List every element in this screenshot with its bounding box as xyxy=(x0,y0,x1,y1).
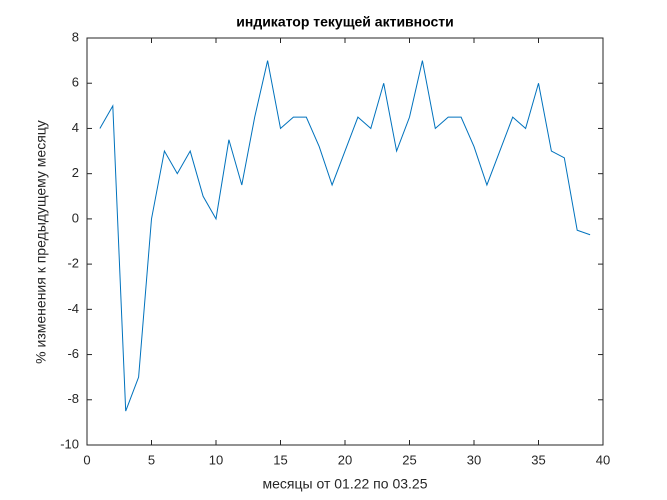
x-tick-label: 5 xyxy=(148,452,155,467)
x-tick-label: 10 xyxy=(209,452,223,467)
x-tick-label: 30 xyxy=(467,452,481,467)
x-tick-label: 0 xyxy=(83,452,90,467)
y-tick-label: 2 xyxy=(72,165,79,180)
chart-title: индикатор текущей активности xyxy=(236,14,453,30)
x-tick-label: 35 xyxy=(531,452,545,467)
x-tick-label: 15 xyxy=(273,452,287,467)
x-tick-label: 40 xyxy=(596,452,610,467)
y-tick-label: -6 xyxy=(67,346,79,361)
y-tick-label: 4 xyxy=(72,120,79,135)
data-line xyxy=(99,60,591,412)
y-axis-label: % изменения к предыдущему месяцу xyxy=(33,120,49,364)
y-tick-label: 0 xyxy=(72,210,79,225)
y-tick-label: 6 xyxy=(72,75,79,90)
y-tick-label: -2 xyxy=(67,256,79,271)
y-tick-label: -4 xyxy=(67,301,79,316)
y-tick-label: -10 xyxy=(60,436,79,451)
x-tick-label: 25 xyxy=(402,452,416,467)
x-tick-label: 20 xyxy=(338,452,352,467)
x-axis-label: месяцы от 01.22 по 03.25 xyxy=(263,476,428,492)
y-tick-label: 8 xyxy=(72,29,79,44)
y-tick-label: -8 xyxy=(67,391,79,406)
plot-area xyxy=(86,37,604,446)
